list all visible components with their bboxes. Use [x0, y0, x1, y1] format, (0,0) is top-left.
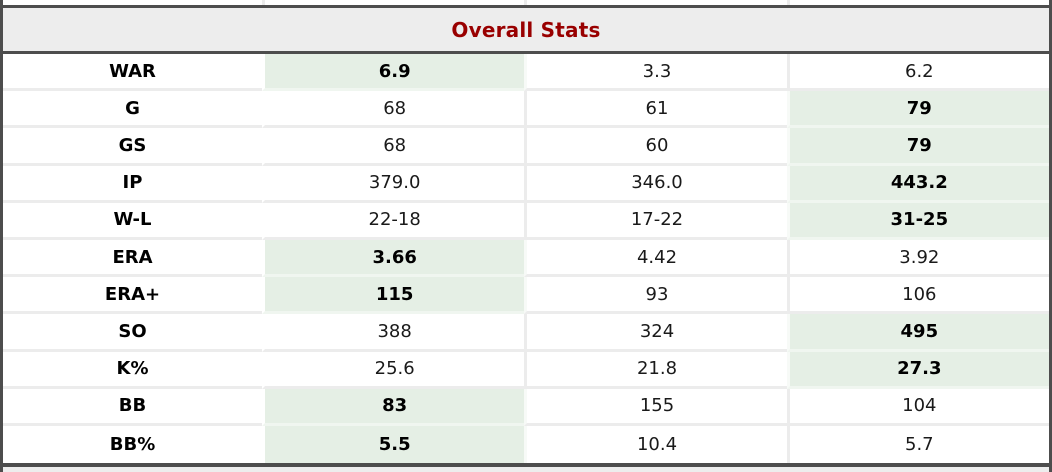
stat-label: BB	[3, 388, 262, 426]
stat-value: 22-18	[262, 202, 525, 240]
stat-label: ERA	[3, 239, 262, 278]
stat-value: 3.3	[524, 54, 787, 92]
stat-label: W-L	[3, 202, 262, 240]
previous-section-row-sliver	[3, 0, 1049, 5]
stat-value: 17-22	[524, 202, 787, 240]
stat-value: 79	[786, 128, 1049, 166]
stat-value: 68	[262, 128, 525, 166]
stat-value: 106	[786, 277, 1049, 315]
stat-value: 61	[524, 91, 787, 129]
top-strip-cell	[3, 0, 262, 5]
table-row: ERA+ 115 93 106	[3, 277, 1049, 315]
table-row: K% 25.6 21.8 27.3	[3, 351, 1049, 389]
stat-value: 31-25	[786, 202, 1049, 240]
stat-value: 3.92	[786, 239, 1049, 278]
next-section-header-sliver	[3, 467, 1049, 472]
stat-label: WAR	[3, 54, 262, 92]
stat-value: 4.42	[524, 239, 787, 278]
stat-label: IP	[3, 165, 262, 203]
table-row: IP 379.0 346.0 443.2	[3, 165, 1049, 203]
section-bottom-border	[3, 463, 1049, 467]
stat-value: 60	[524, 128, 787, 166]
stat-label: BB%	[3, 425, 262, 464]
stat-value: 115	[262, 277, 525, 315]
next-section-band	[3, 467, 1049, 472]
top-strip-cell	[524, 0, 787, 5]
stat-value: 5.5	[262, 425, 525, 464]
stat-value: 388	[262, 314, 525, 352]
stat-label: ERA+	[3, 277, 262, 315]
stat-value: 3.66	[262, 239, 525, 278]
stat-value: 79	[786, 91, 1049, 129]
stat-value: 25.6	[262, 351, 525, 389]
stat-value: 68	[262, 91, 525, 129]
section-header-bottom-border	[3, 51, 1049, 54]
stat-label: G	[3, 91, 262, 129]
top-strip-cell	[786, 0, 1049, 5]
stat-value: 495	[786, 314, 1049, 352]
stat-value: 346.0	[524, 165, 787, 203]
top-strip-cell	[262, 0, 525, 5]
stat-value: 6.2	[786, 54, 1049, 92]
table-row: W-L 22-18 17-22 31-25	[3, 202, 1049, 240]
table-row: BB% 5.5 10.4 5.7	[3, 425, 1049, 464]
table-row: G 68 61 79	[3, 91, 1049, 129]
stat-value: 27.3	[786, 351, 1049, 389]
section-title: Overall Stats	[451, 17, 601, 42]
stat-value: 10.4	[524, 425, 787, 464]
table-row: BB 83 155 104	[3, 388, 1049, 426]
stats-table: WAR 6.9 3.3 6.2 G 68 61 79 GS 68 60 79 I…	[3, 54, 1049, 464]
stat-label: K%	[3, 351, 262, 389]
stat-value: 21.8	[524, 351, 787, 389]
stat-value: 324	[524, 314, 787, 352]
stat-value: 5.7	[786, 425, 1049, 464]
stat-value: 93	[524, 277, 787, 315]
stat-value: 379.0	[262, 165, 525, 203]
stat-label: SO	[3, 314, 262, 352]
table-row: SO 388 324 495	[3, 314, 1049, 352]
section-top-border	[3, 5, 1049, 8]
table-row: ERA 3.66 4.42 3.92	[3, 239, 1049, 278]
table-row: WAR 6.9 3.3 6.2	[3, 54, 1049, 92]
stat-value: 6.9	[262, 54, 525, 92]
section-header: Overall Stats	[3, 8, 1049, 51]
stat-value: 443.2	[786, 165, 1049, 203]
stat-value: 83	[262, 388, 525, 426]
stat-value: 155	[524, 388, 787, 426]
stat-value: 104	[786, 388, 1049, 426]
table-row: GS 68 60 79	[3, 128, 1049, 166]
stat-label: GS	[3, 128, 262, 166]
